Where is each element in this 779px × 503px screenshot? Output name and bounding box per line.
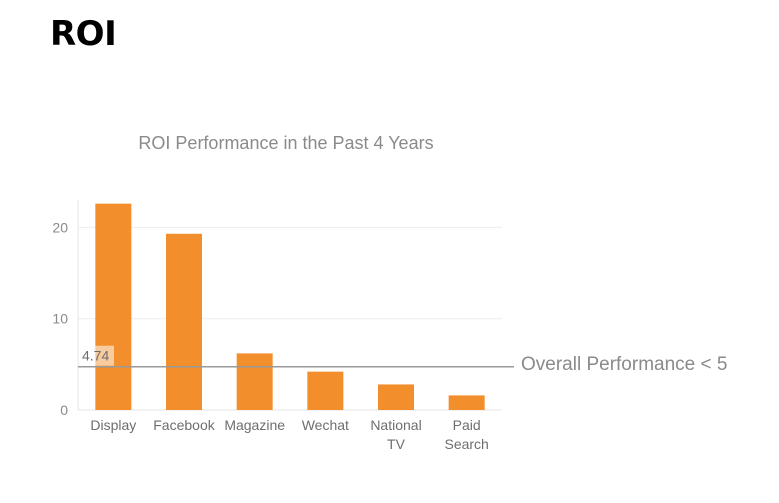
bar — [95, 203, 132, 410]
bar — [378, 384, 414, 410]
bar — [166, 233, 202, 410]
bar — [307, 371, 344, 410]
y-tick-label: 0 — [60, 402, 68, 418]
grid-layer — [77, 200, 502, 411]
page-heading: ROI — [50, 14, 117, 54]
x-tick-label: Facebook — [153, 417, 215, 433]
bar — [448, 395, 485, 410]
reference-line-annotation: Overall Performance < 5 — [521, 354, 728, 375]
x-tick-label: National — [370, 417, 421, 433]
x-tick-label: TV — [387, 436, 406, 452]
y-tick-label: 10 — [52, 311, 68, 327]
x-tick-label: Wechat — [302, 417, 349, 433]
bar — [236, 353, 273, 410]
axis-layer: 0 10 20 Display Facebook Magazine Wechat Nation… — [52, 219, 488, 452]
bar-layer — [95, 203, 485, 410]
reference-value-label: 4.74 — [82, 348, 109, 364]
x-tick-label: Search — [444, 436, 488, 452]
reference-layer: 4.74 — [78, 345, 514, 368]
y-tick-label: 20 — [52, 219, 68, 235]
reference-value-badge — [79, 345, 114, 366]
x-tick-label: Display — [90, 417, 136, 433]
chart-title: ROI Performance in the Past 4 Years — [138, 133, 434, 153]
x-tick-label: Paid — [453, 417, 481, 433]
x-tick-label: Magazine — [224, 417, 285, 433]
